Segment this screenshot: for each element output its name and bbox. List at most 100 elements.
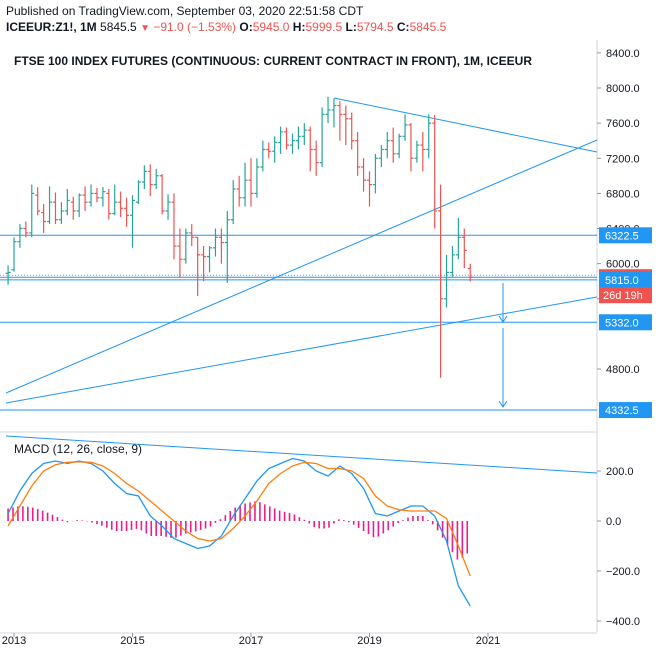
ohlc-bar (461, 228, 467, 269)
ohlc-bar (414, 140, 420, 163)
ohlc-bar (207, 246, 213, 273)
ohlc-bar (41, 203, 47, 233)
ohlc-bar (88, 184, 94, 207)
ohlc-bar (218, 228, 224, 264)
price-label-bg (599, 314, 652, 331)
high-value: 5999.5 (305, 20, 343, 34)
y-tick-label: 6800.0 (606, 188, 640, 200)
ohlc-bar (449, 246, 455, 277)
ohlc-bar (266, 142, 272, 159)
ohlc-bar (212, 228, 218, 257)
y-tick-label: 7200.0 (606, 153, 640, 165)
close-label: C: (396, 20, 410, 34)
countdown-bg (599, 287, 652, 304)
ohlc-bar (195, 236, 201, 297)
y-tick-label: 4800.0 (606, 364, 640, 376)
ohlc-bar (130, 195, 135, 248)
ohlc-bar (201, 246, 207, 282)
ohlc-bar (295, 126, 301, 150)
ohlc-bar (5, 265, 11, 285)
ohlc-bar (94, 188, 100, 203)
price-label: 5815.0 (605, 275, 639, 287)
price-label: 5332.0 (605, 317, 639, 329)
uptrend-support-line (5, 296, 598, 404)
y-tick-label: 8000.0 (606, 83, 640, 95)
ohlc-bar (141, 165, 147, 189)
macd-y-tick-label: −200.0 (606, 566, 640, 578)
ohlc-bar (313, 140, 319, 176)
ohlc-bar (337, 101, 343, 141)
price-label: 6322.5 (605, 230, 639, 242)
macd-y-tick-label: 200.0 (606, 466, 634, 478)
ohlc-bar (355, 131, 361, 176)
ohlc-bar (343, 105, 349, 146)
ohlc-bar (408, 123, 414, 172)
macd-line-signal (7, 461, 471, 577)
open-label: O: (239, 20, 253, 34)
y-tick-label: 6000.0 (606, 259, 640, 271)
ohlc-bar (367, 171, 372, 207)
uptrend-long-line (5, 139, 598, 394)
ohlc-bar (47, 186, 53, 225)
macd-y-tick-label: 0.0 (606, 516, 621, 528)
ohlc-bar (100, 187, 106, 207)
ohlc-bar (384, 131, 390, 159)
macd-trend-line (5, 435, 598, 474)
ohlc-bar (420, 131, 426, 172)
ohlc-bar (272, 136, 278, 163)
ohlc-bar (52, 192, 58, 225)
ohlc-bar (23, 221, 29, 238)
price-label: 4332.5 (605, 405, 639, 417)
ohlc-bar (29, 184, 35, 238)
ohlc-bar (153, 168, 159, 189)
ohlc-bar (325, 96, 331, 124)
x-tick-label: 2019 (357, 635, 381, 647)
ohlc-bar (124, 197, 130, 227)
close-value: 5845.5 (409, 20, 447, 34)
x-tick-label: 2021 (476, 635, 500, 647)
ohlc-bar (17, 224, 23, 248)
low-label: L: (345, 20, 357, 34)
chart-canvas[interactable]: FTSE 100 INDEX FUTURES (CONTINUOUS: CURR… (0, 40, 663, 661)
y-tick-label: 7600.0 (606, 118, 640, 130)
x-tick-label: 2013 (2, 635, 26, 647)
ohlc-bar (278, 126, 284, 154)
symbol-line: ICEEUR:Z1!, 1M 5845.5 ▼ −91.0 (−1.53%) O… (6, 19, 656, 37)
ohlc-bar (183, 228, 189, 264)
symbol-label: ICEEUR:Z1!, 1M (6, 20, 97, 34)
ohlc-bar (402, 114, 408, 141)
ohlc-bar (64, 188, 70, 216)
ohlc-bar (372, 153, 378, 194)
ohlc-bar (112, 184, 118, 216)
price-change: −91.0 (−1.53%) (153, 20, 237, 34)
ohlc-bar (242, 162, 248, 207)
ohlc-bar (396, 133, 402, 159)
ohlc-bar (260, 140, 266, 172)
ohlc-bar (106, 188, 112, 220)
ohlc-bar (432, 115, 438, 229)
ohlc-bar (135, 180, 141, 204)
ohlc-bar (70, 196, 76, 220)
ohlc-bar (284, 127, 290, 150)
ohlc-bar (76, 193, 82, 218)
ohlc-bar (467, 263, 473, 282)
low-value: 5794.5 (356, 20, 394, 34)
projection-arrow-long-head (498, 400, 508, 408)
ohlc-bar (177, 228, 183, 277)
ohlc-bar (165, 194, 171, 220)
ohlc-bar (444, 254, 450, 308)
ohlc-bar (390, 127, 396, 163)
countdown-label: 26d 19h (603, 290, 643, 302)
chart-title: FTSE 100 INDEX FUTURES (CONTINUOUS: CURR… (14, 54, 532, 68)
published-line: Published on TradingView.com, September … (6, 4, 364, 18)
ohlc-bar (438, 184, 444, 378)
open-value: 5945.0 (252, 20, 290, 34)
ohlc-bar (361, 158, 367, 192)
ohlc-bar (189, 224, 195, 247)
ohlc-bar (82, 186, 88, 211)
ohlc-bar (307, 126, 313, 172)
x-tick-label: 2017 (239, 635, 263, 647)
ohlc-bar (426, 114, 432, 159)
ohlc-bar (455, 217, 461, 260)
ohlc-bar (230, 180, 236, 225)
